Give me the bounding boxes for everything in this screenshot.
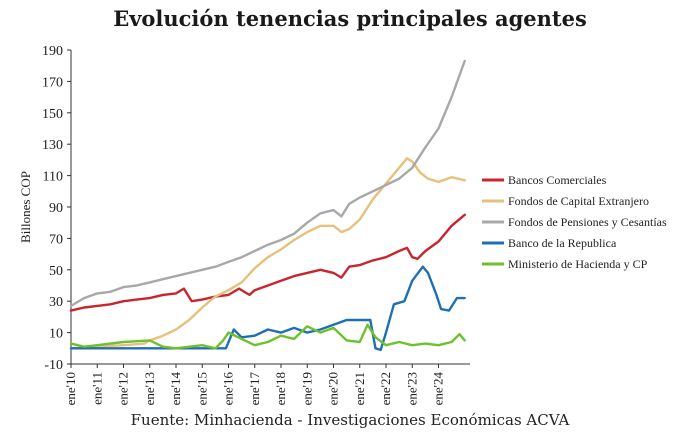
y-tick-label: 130 bbox=[42, 138, 63, 153]
y-tick-label: 190 bbox=[42, 44, 63, 59]
x-tick-label: ene'13 bbox=[142, 372, 157, 405]
y-tick-label: 170 bbox=[42, 75, 63, 90]
series-line-5 bbox=[69, 323, 466, 350]
legend-label-3: Fondos de Pensiones y Cesantías bbox=[508, 215, 667, 229]
x-tick-label: ene'18 bbox=[273, 372, 288, 405]
legend-label-1: Bancos Comerciales bbox=[508, 173, 607, 187]
x-tick-label: ene'17 bbox=[247, 372, 262, 406]
y-tick-label: 90 bbox=[49, 201, 63, 216]
x-tick-label: ene'16 bbox=[221, 372, 236, 406]
series-line-4 bbox=[69, 265, 466, 352]
source-note: Fuente: Minhacienda - Investigaciones Ec… bbox=[130, 411, 570, 429]
plot-area: -10 10 30 50 70 90 110 130 150 170 190 ene'10 ene'11… bbox=[18, 44, 470, 405]
x-tick-label: ene'14 bbox=[168, 372, 183, 406]
x-tick-label: ene'24 bbox=[431, 372, 446, 406]
y-tick-label: -10 bbox=[44, 358, 63, 373]
y-tick-label: 50 bbox=[49, 264, 63, 279]
x-tick-label: ene'12 bbox=[116, 372, 131, 405]
legend-label-4: Banco de la Republica bbox=[508, 236, 617, 250]
series-line-2 bbox=[69, 157, 466, 350]
y-tick-label: 10 bbox=[49, 327, 63, 342]
y-tick-label: 110 bbox=[43, 170, 63, 185]
x-tick-label: ene'23 bbox=[404, 372, 419, 405]
x-tick-label: ene'10 bbox=[63, 372, 78, 405]
x-tick-label: ene'20 bbox=[326, 372, 341, 405]
x-tick-label: ene'22 bbox=[378, 372, 393, 405]
x-tick-label: ene'11 bbox=[89, 372, 104, 405]
y-tick-label: 150 bbox=[42, 107, 63, 122]
x-tick-label: ene'19 bbox=[299, 372, 314, 405]
legend: Bancos Comerciales Fondos de Capital Extr… bbox=[482, 173, 667, 271]
legend-label-5: Ministerio de Hacienda y CP bbox=[508, 257, 648, 271]
chart-title: Evolución tenencias principales agentes bbox=[113, 6, 587, 31]
legend-label-2: Fondos de Capital Extranjero bbox=[508, 194, 649, 208]
y-axis-title: Billones COP bbox=[18, 171, 33, 243]
x-tick-label: ene'21 bbox=[352, 372, 367, 405]
y-tick-label: 30 bbox=[49, 295, 63, 310]
x-tick-label: ene'15 bbox=[194, 372, 209, 405]
y-tick-label: 70 bbox=[49, 232, 63, 247]
series-line-1 bbox=[69, 213, 466, 312]
series-line-3 bbox=[69, 59, 466, 308]
